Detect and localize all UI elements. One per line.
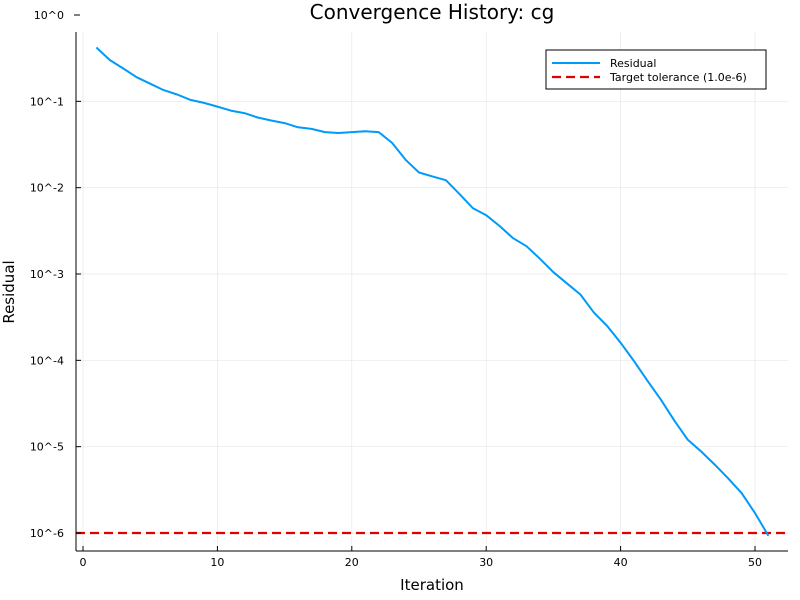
series-layer <box>76 46 788 537</box>
chart-title: Convergence History: cg <box>310 0 555 24</box>
y-tick-label: 10^-4 <box>30 354 64 367</box>
y-tick-label: 10^-1 <box>30 95 64 108</box>
x-tick-label: 0 <box>80 556 87 569</box>
x-axis-label: Iteration <box>400 576 464 594</box>
legend: Residual Target tolerance (1.0e-6) <box>545 49 767 90</box>
x-tick-label: 30 <box>479 556 493 569</box>
y-tick-label: 10^-2 <box>30 182 64 195</box>
y-tick-label: 10^-6 <box>30 527 64 540</box>
axes <box>74 14 788 552</box>
residual-line <box>95 46 770 537</box>
y-tick-label: 10^-5 <box>30 441 64 454</box>
x-tick-label: 50 <box>748 556 762 569</box>
legend-box <box>545 49 767 90</box>
y-tick-label: 10^-3 <box>30 268 64 281</box>
y-tick-label: 10^0 <box>34 9 64 22</box>
x-tick-label: 10 <box>210 556 224 569</box>
legend-tolerance-label: Target tolerance (1.0e-6) <box>609 71 747 84</box>
x-tick-label: 40 <box>614 556 628 569</box>
y-axis-label: Residual <box>0 260 18 323</box>
x-tick-label: 20 <box>345 556 359 569</box>
tick-labels: 0 10 20 30 40 50 10^0 10^-1 10^-2 10^-3 10^-4 10^-5… <box>30 9 762 569</box>
legend-residual-label: Residual <box>610 57 656 70</box>
